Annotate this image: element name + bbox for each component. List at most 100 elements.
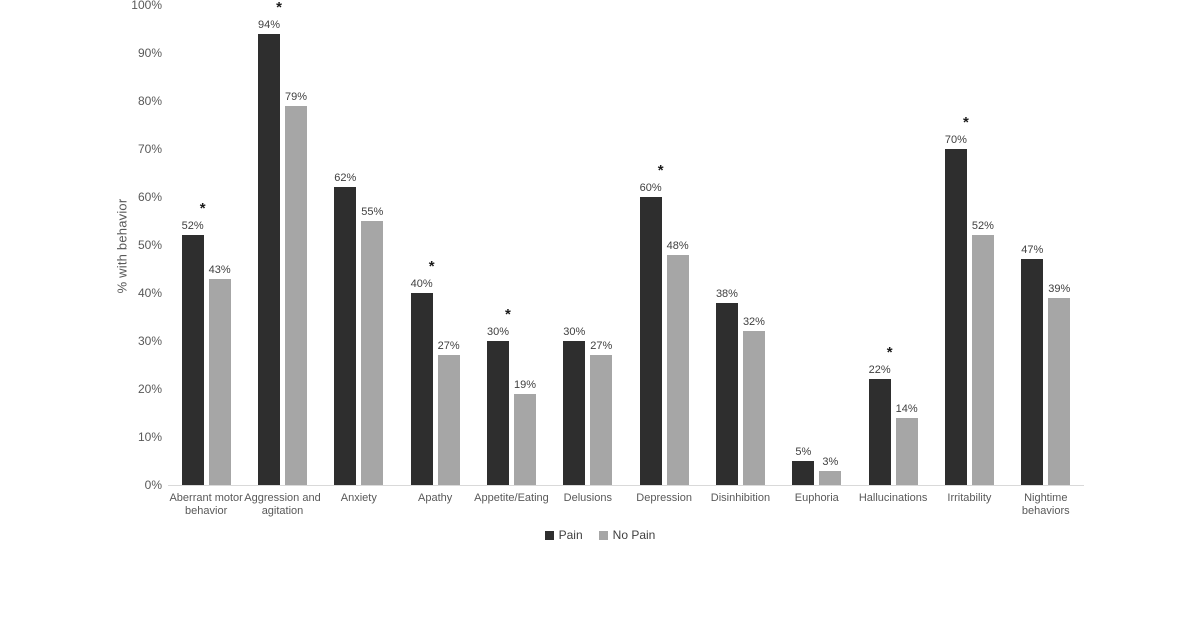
bar-value-label: 27% [590, 340, 613, 353]
legend-swatch [598, 530, 608, 540]
x-axis-category-label: Aberrant motor behavior [169, 492, 243, 517]
bar-value-label: 60% [639, 182, 662, 194]
bar-value-label: 70% [944, 134, 967, 146]
category-group: 94% * 79% Aggression and agitation [244, 0, 320, 517]
bar-value-label: 14% [895, 402, 918, 415]
significance-asterisk: * [657, 162, 664, 179]
bar-no-pain: 39% [1048, 283, 1070, 485]
bar-value-label: 79% [284, 90, 307, 103]
category-group: 60% * 48% Depression [626, 5, 702, 504]
bar-value-label: 5% [795, 446, 812, 458]
x-axis-category-label: Depression [636, 492, 692, 504]
y-tick-label: 10% [137, 430, 162, 444]
y-tick-label: 60% [137, 190, 162, 204]
legend-label: No Pain [612, 528, 656, 542]
bar-pain: 30% * [487, 307, 511, 485]
significance-asterisk: * [428, 258, 435, 275]
significance-asterisk: * [276, 0, 282, 16]
category-group: 40% * 27% Apathy [397, 5, 473, 504]
significance-asterisk: * [886, 344, 893, 362]
bar-no-pain: 43% [209, 264, 231, 485]
category-group: 5% 3% Euphoria [779, 5, 855, 504]
bar-pain: 47% [1021, 244, 1043, 485]
category-group: 52% * 43% Aberrant motor behavior [168, 5, 244, 517]
y-tick-label: 30% [137, 334, 162, 348]
bar-value-label: 47% [1021, 244, 1044, 257]
category-group: 62% 55% Anxiety [321, 5, 397, 504]
category-group: 38% 32% Disinhibition [702, 5, 778, 504]
y-tick-label: 0% [144, 478, 162, 492]
bar-value-label: 22% [868, 364, 891, 377]
category-group: 70% * 52% Irritability [931, 5, 1007, 504]
bar-no-pain: 52% [972, 220, 994, 485]
bar-pain: 22% * [869, 345, 893, 485]
bar-pain: 62% [334, 172, 356, 485]
bar-value-label: 43% [208, 263, 231, 276]
bar-no-pain: 27% [590, 340, 612, 485]
bar-value-label: 55% [361, 206, 384, 218]
y-tick-label: 90% [137, 46, 162, 60]
y-tick-label: 50% [137, 238, 162, 252]
bar-value-label: 62% [334, 172, 357, 185]
bar-value-label: 52% [181, 220, 204, 233]
y-tick-label: 70% [137, 142, 162, 156]
category-group: 30% * 19% Appetite/Eating [473, 5, 549, 504]
bar-value-label: 52% [971, 220, 994, 233]
bar-value-label: 30% [486, 326, 509, 338]
category-group: 47% 39% Nightime behaviors [1008, 5, 1084, 517]
bar-value-label: 30% [563, 326, 586, 338]
significance-asterisk: * [199, 200, 206, 218]
bar-value-label: 40% [410, 278, 433, 290]
bar-no-pain: 48% [667, 240, 689, 485]
plot-area: 52% * 43% Aberrant motor behavior 94% * 79% Agg… [168, 0, 1084, 517]
x-axis-category-label: Delusions [563, 492, 612, 504]
bar-pain: 40% * [411, 259, 435, 485]
bar-value-label: 39% [1048, 282, 1071, 295]
bar-pain: 5% [792, 446, 815, 485]
bar-no-pain: 32% [743, 316, 765, 485]
bar-value-label: 94% [257, 18, 280, 31]
legend-label: Pain [558, 528, 583, 542]
bar-value-label: 3% [822, 455, 839, 468]
significance-asterisk: * [505, 306, 511, 323]
x-axis-category-label: Hallucinations [858, 492, 928, 504]
category-group: 30% 27% Delusions [550, 5, 626, 504]
bar-value-label: 19% [513, 378, 536, 391]
bar-value-label: 38% [715, 287, 738, 300]
legend-item: No Pain [598, 528, 656, 542]
bar-no-pain: 19% [514, 379, 536, 485]
bar-value-label: 32% [742, 316, 765, 329]
bar-pain: 38% [716, 288, 738, 485]
x-axis-category-label: Anxiety [340, 492, 377, 504]
bar-pain: 52% * [182, 201, 206, 485]
bar-value-label: 48% [666, 239, 689, 252]
legend-item: Pain [544, 528, 583, 542]
category-group: 22% * 14% Hallucinations [855, 5, 931, 504]
bar-no-pain: 3% [819, 456, 842, 485]
x-axis-category-label: Appetite/Eating [474, 492, 549, 504]
bar-no-pain: 27% [438, 340, 460, 485]
y-axis-tick-labels: 100% 90% 80% 70% 60% 50% 40% 30% 20% 10% 0% [0, 0, 162, 560]
bar-pain: 60% * [640, 163, 664, 485]
bar-no-pain: 55% [361, 206, 383, 485]
y-tick-label: 100% [131, 0, 162, 12]
y-tick-label: 80% [137, 94, 162, 108]
y-tick-label: 20% [137, 382, 162, 396]
x-axis-category-label: Euphoria [794, 492, 839, 504]
x-axis-category-label: Apathy [418, 492, 453, 504]
bar-no-pain: 79% [285, 91, 307, 485]
x-axis-category-label: Disinhibition [710, 492, 771, 504]
x-axis-category-label: Aggression and agitation [244, 492, 321, 517]
x-axis-category-label: Nightime behaviors [1021, 492, 1070, 517]
legend-swatch [544, 530, 554, 540]
y-tick-label: 40% [137, 286, 162, 300]
bar-pain: 30% [563, 326, 585, 485]
bar-pain: 70% * [945, 115, 969, 485]
bar-pain: 94% * [258, 0, 282, 485]
legend: Pain No Pain [0, 528, 1200, 542]
bar-no-pain: 14% [896, 403, 918, 485]
bar-value-label: 27% [437, 340, 460, 353]
x-axis-category-label: Irritability [947, 492, 992, 504]
significance-asterisk: * [963, 114, 969, 131]
